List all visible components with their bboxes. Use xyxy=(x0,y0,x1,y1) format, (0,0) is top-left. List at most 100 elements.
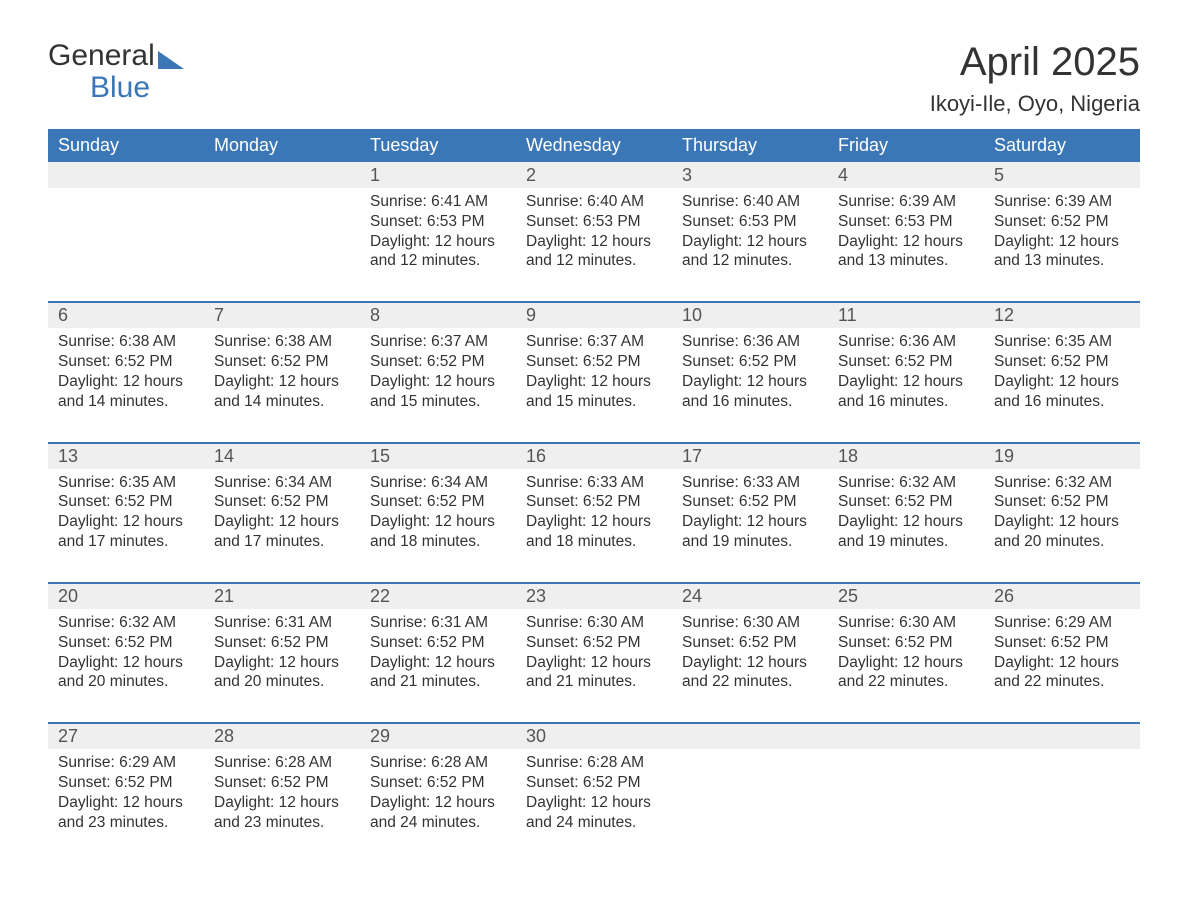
day-number-cell: 27 xyxy=(48,723,204,749)
sunrise-text: Sunrise: 6:32 AM xyxy=(994,473,1130,493)
sunrise-text: Sunrise: 6:40 AM xyxy=(682,192,818,212)
day-header: Thursday xyxy=(672,129,828,162)
day-number-cell: 13 xyxy=(48,443,204,469)
day-content-cell: Sunrise: 6:40 AMSunset: 6:53 PMDaylight:… xyxy=(672,188,828,302)
daylight-text-2: and 13 minutes. xyxy=(994,251,1130,271)
day-content-cell: Sunrise: 6:30 AMSunset: 6:52 PMDaylight:… xyxy=(516,609,672,723)
sunset-text: Sunset: 6:52 PM xyxy=(526,773,662,793)
sunrise-text: Sunrise: 6:37 AM xyxy=(526,332,662,352)
daylight-text-1: Daylight: 12 hours xyxy=(214,372,350,392)
day-number-cell: 7 xyxy=(204,302,360,328)
daylight-text-1: Daylight: 12 hours xyxy=(370,232,506,252)
day-content-cell: Sunrise: 6:30 AMSunset: 6:52 PMDaylight:… xyxy=(828,609,984,723)
day-content-cell: Sunrise: 6:28 AMSunset: 6:52 PMDaylight:… xyxy=(360,749,516,862)
sunset-text: Sunset: 6:52 PM xyxy=(682,492,818,512)
day-content-cell: Sunrise: 6:35 AMSunset: 6:52 PMDaylight:… xyxy=(984,328,1140,442)
daylight-text-2: and 20 minutes. xyxy=(214,672,350,692)
daylight-text-2: and 12 minutes. xyxy=(370,251,506,271)
daylight-text-1: Daylight: 12 hours xyxy=(370,372,506,392)
sunrise-text: Sunrise: 6:41 AM xyxy=(370,192,506,212)
day-number-cell: 16 xyxy=(516,443,672,469)
day-content-cell: Sunrise: 6:30 AMSunset: 6:52 PMDaylight:… xyxy=(672,609,828,723)
daylight-text-1: Daylight: 12 hours xyxy=(994,232,1130,252)
header: General Blue April 2025 Ikoyi-Ile, Oyo, … xyxy=(48,40,1140,117)
day-content-cell: Sunrise: 6:29 AMSunset: 6:52 PMDaylight:… xyxy=(984,609,1140,723)
day-content-cell: Sunrise: 6:32 AMSunset: 6:52 PMDaylight:… xyxy=(984,469,1140,583)
daylight-text-1: Daylight: 12 hours xyxy=(994,653,1130,673)
daylight-text-1: Daylight: 12 hours xyxy=(526,653,662,673)
day-number-cell: 5 xyxy=(984,162,1140,188)
daylight-text-2: and 23 minutes. xyxy=(214,813,350,833)
sunrise-text: Sunrise: 6:40 AM xyxy=(526,192,662,212)
day-content-cell: Sunrise: 6:31 AMSunset: 6:52 PMDaylight:… xyxy=(204,609,360,723)
sunrise-text: Sunrise: 6:38 AM xyxy=(58,332,194,352)
daylight-text-1: Daylight: 12 hours xyxy=(526,512,662,532)
sunset-text: Sunset: 6:52 PM xyxy=(682,352,818,372)
sunrise-text: Sunrise: 6:30 AM xyxy=(838,613,974,633)
sunrise-text: Sunrise: 6:30 AM xyxy=(682,613,818,633)
day-content-cell: Sunrise: 6:32 AMSunset: 6:52 PMDaylight:… xyxy=(48,609,204,723)
day-number-cell: 26 xyxy=(984,583,1140,609)
day-header: Sunday xyxy=(48,129,204,162)
daylight-text-2: and 21 minutes. xyxy=(526,672,662,692)
day-number-cell xyxy=(672,723,828,749)
day-number-cell: 9 xyxy=(516,302,672,328)
sunrise-text: Sunrise: 6:37 AM xyxy=(370,332,506,352)
day-number-cell: 6 xyxy=(48,302,204,328)
daylight-text-2: and 17 minutes. xyxy=(214,532,350,552)
daylight-text-2: and 20 minutes. xyxy=(58,672,194,692)
sunrise-text: Sunrise: 6:28 AM xyxy=(214,753,350,773)
sunset-text: Sunset: 6:52 PM xyxy=(370,773,506,793)
daylight-text-1: Daylight: 12 hours xyxy=(838,232,974,252)
day-number-cell: 21 xyxy=(204,583,360,609)
sunrise-text: Sunrise: 6:33 AM xyxy=(682,473,818,493)
sunset-text: Sunset: 6:52 PM xyxy=(58,773,194,793)
sunset-text: Sunset: 6:52 PM xyxy=(370,492,506,512)
daylight-text-1: Daylight: 12 hours xyxy=(58,512,194,532)
sunset-text: Sunset: 6:52 PM xyxy=(526,492,662,512)
sunset-text: Sunset: 6:53 PM xyxy=(838,212,974,232)
day-content-row: Sunrise: 6:35 AMSunset: 6:52 PMDaylight:… xyxy=(48,469,1140,583)
daylight-text-1: Daylight: 12 hours xyxy=(214,793,350,813)
day-content-cell: Sunrise: 6:28 AMSunset: 6:52 PMDaylight:… xyxy=(204,749,360,862)
daylight-text-1: Daylight: 12 hours xyxy=(682,512,818,532)
daylight-text-1: Daylight: 12 hours xyxy=(526,793,662,813)
daylight-text-2: and 22 minutes. xyxy=(994,672,1130,692)
daylight-text-2: and 20 minutes. xyxy=(994,532,1130,552)
day-number-cell: 20 xyxy=(48,583,204,609)
daylight-text-1: Daylight: 12 hours xyxy=(214,512,350,532)
daylight-text-2: and 22 minutes. xyxy=(838,672,974,692)
daylight-text-2: and 16 minutes. xyxy=(682,392,818,412)
sunrise-text: Sunrise: 6:31 AM xyxy=(214,613,350,633)
day-content-cell: Sunrise: 6:36 AMSunset: 6:52 PMDaylight:… xyxy=(828,328,984,442)
daylight-text-2: and 24 minutes. xyxy=(526,813,662,833)
sunrise-text: Sunrise: 6:30 AM xyxy=(526,613,662,633)
logo: General Blue xyxy=(48,40,184,103)
sunrise-text: Sunrise: 6:35 AM xyxy=(58,473,194,493)
sunrise-text: Sunrise: 6:28 AM xyxy=(370,753,506,773)
daylight-text-2: and 22 minutes. xyxy=(682,672,818,692)
day-content-row: Sunrise: 6:29 AMSunset: 6:52 PMDaylight:… xyxy=(48,749,1140,862)
sunset-text: Sunset: 6:53 PM xyxy=(682,212,818,232)
day-number-cell: 25 xyxy=(828,583,984,609)
daylight-text-1: Daylight: 12 hours xyxy=(58,793,194,813)
day-number-cell: 8 xyxy=(360,302,516,328)
month-title: April 2025 xyxy=(930,40,1140,85)
sunset-text: Sunset: 6:52 PM xyxy=(214,492,350,512)
daylight-text-1: Daylight: 12 hours xyxy=(370,512,506,532)
day-number-cell: 14 xyxy=(204,443,360,469)
sunrise-text: Sunrise: 6:36 AM xyxy=(682,332,818,352)
day-content-cell: Sunrise: 6:40 AMSunset: 6:53 PMDaylight:… xyxy=(516,188,672,302)
day-content-cell xyxy=(984,749,1140,862)
day-number-cell xyxy=(828,723,984,749)
daylight-text-2: and 19 minutes. xyxy=(838,532,974,552)
sunrise-text: Sunrise: 6:34 AM xyxy=(370,473,506,493)
sunset-text: Sunset: 6:52 PM xyxy=(838,633,974,653)
sunset-text: Sunset: 6:52 PM xyxy=(994,352,1130,372)
day-number-cell: 19 xyxy=(984,443,1140,469)
day-number-row: 6789101112 xyxy=(48,302,1140,328)
day-content-cell xyxy=(672,749,828,862)
day-number-cell: 18 xyxy=(828,443,984,469)
sunrise-text: Sunrise: 6:36 AM xyxy=(838,332,974,352)
calendar-table: Sunday Monday Tuesday Wednesday Thursday… xyxy=(48,129,1140,863)
